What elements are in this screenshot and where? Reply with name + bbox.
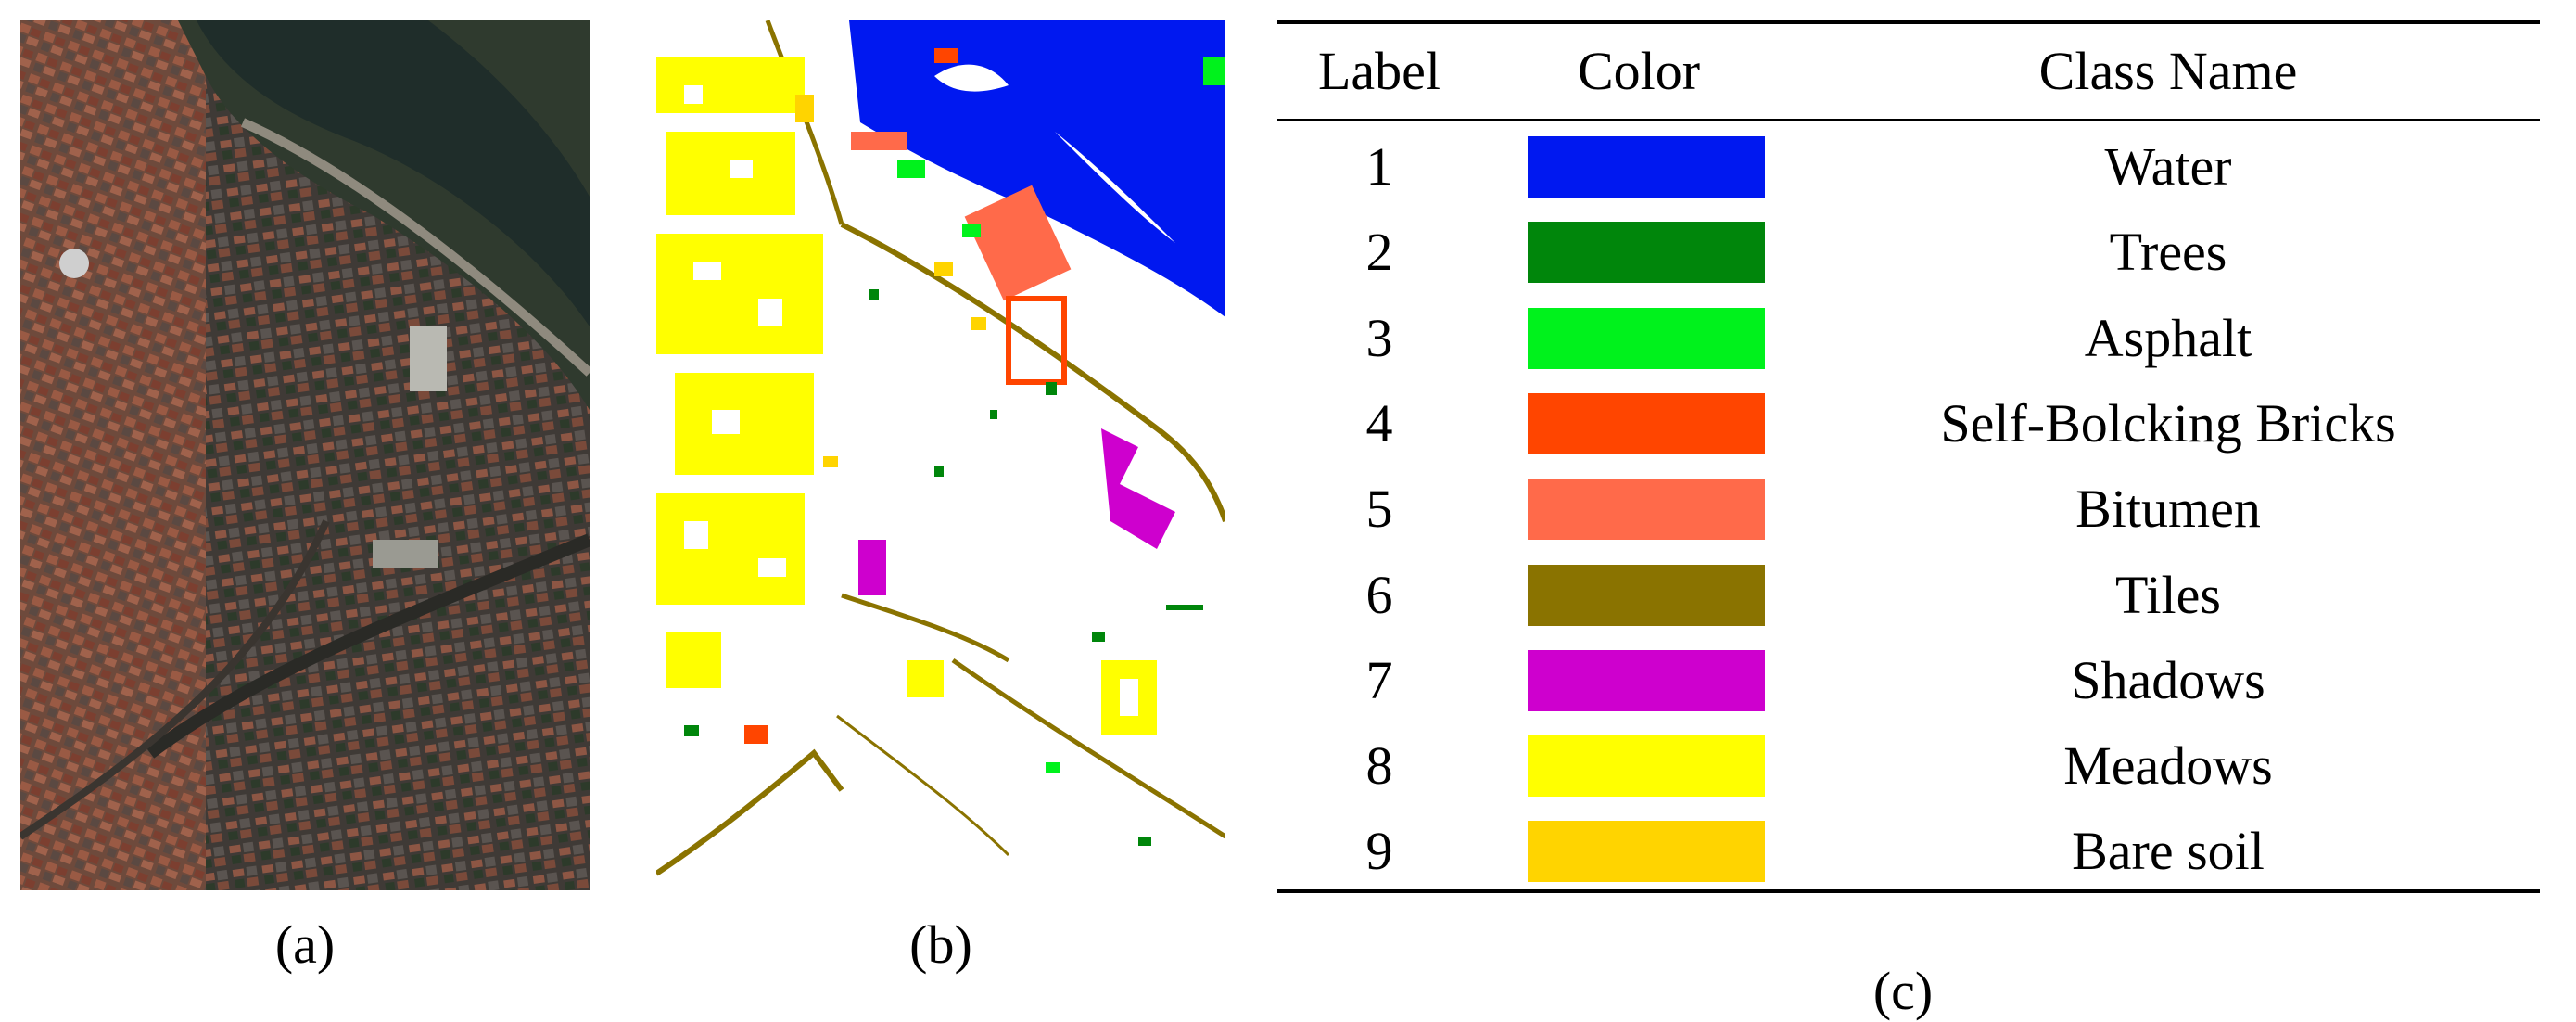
legend-row-label: 1: [1365, 136, 1393, 197]
ground-truth-map: [656, 20, 1225, 890]
legend-color-swatch: [1528, 821, 1765, 883]
legend-color-swatch: [1528, 222, 1765, 284]
caption-a: (a): [274, 914, 336, 975]
legend-color-swatch: [1528, 307, 1765, 369]
legend-color-swatch: [1528, 735, 1765, 798]
legend-row-class-name: Meadows: [2063, 735, 2273, 797]
legend-row-class-name: Trees: [2109, 222, 2227, 283]
legend-row-label: 2: [1365, 222, 1393, 283]
caption-c: (c): [1872, 961, 1934, 1021]
legend-color-swatch: [1528, 136, 1765, 198]
legend-color-swatch: [1528, 649, 1765, 711]
legend-row-class-name: Bitumen: [2075, 479, 2261, 540]
header-class-name: Class Name: [2038, 41, 2298, 101]
table-header-rule: [1277, 119, 2540, 121]
legend-row-class-name: Water: [2104, 136, 2232, 197]
legend-row-label: 5: [1365, 479, 1393, 540]
legend-row-label: 8: [1365, 735, 1393, 797]
legend-row-class-name: Self-Bolcking Bricks: [1940, 392, 2396, 454]
legend-row-class-name: Bare soil: [2072, 821, 2265, 882]
legend-row-label: 4: [1365, 392, 1393, 454]
legend-color-swatch: [1528, 392, 1765, 454]
legend-row-label: 3: [1365, 307, 1393, 368]
aerial-image: [20, 20, 590, 890]
legend-row-class-name: Asphalt: [2084, 307, 2252, 368]
legend-row-class-name: Shadows: [2071, 649, 2265, 710]
legend-color-swatch: [1528, 479, 1765, 541]
header-label: Label: [1317, 41, 1441, 101]
table-top-rule: [1277, 20, 2540, 24]
legend-row-label: 6: [1365, 564, 1393, 625]
header-color: Color: [1577, 41, 1701, 101]
legend-row-class-name: Tiles: [2115, 564, 2221, 625]
class-legend-table: Label Color Class Name 1 Water 2 Trees 3 Asph…: [1277, 20, 2540, 893]
legend-row-label: 9: [1365, 821, 1393, 882]
caption-b: (b): [909, 914, 972, 975]
legend-color-swatch: [1528, 564, 1765, 626]
table-bottom-rule: [1277, 889, 2540, 893]
legend-row-label: 7: [1365, 649, 1393, 710]
